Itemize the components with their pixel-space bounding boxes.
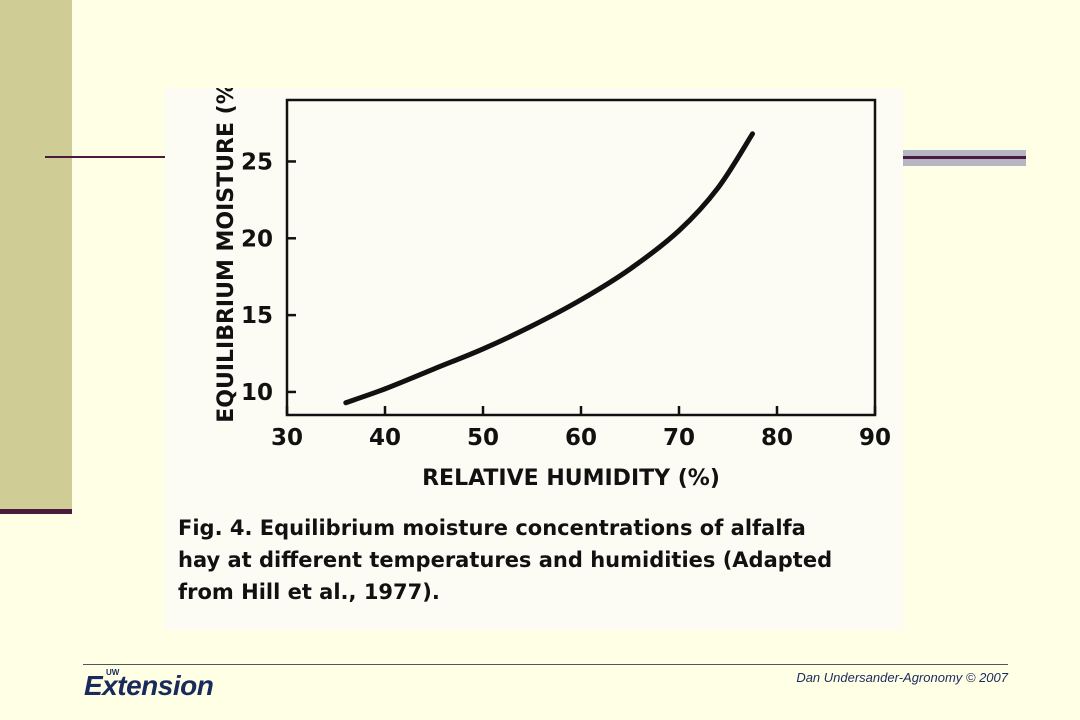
scanned-figure: 30 40 50 60 70 80 90 10 15 20 25 RELATIVE HUMIDIT… — [165, 88, 903, 630]
logo-uw-text: UW — [106, 668, 120, 677]
y-axis: 10 15 20 25 — [241, 149, 296, 406]
x-axis-label: RELATIVE HUMIDITY (%) — [422, 466, 720, 491]
left-band-rule — [0, 509, 72, 514]
plot-frame — [285, 98, 877, 417]
x-tick-label: 50 — [467, 425, 499, 451]
caption-line-3: from Hill et al., 1977). — [178, 580, 440, 604]
x-tick-label: 90 — [859, 425, 891, 451]
y-axis-label: EQUILIBRIUM MOISTURE (%) — [214, 88, 239, 423]
series-group — [343, 131, 755, 406]
y-tick-label: 10 — [241, 380, 273, 406]
x-tick-label: 60 — [565, 425, 597, 451]
title-rule-left — [45, 156, 167, 158]
x-tick-label: 30 — [271, 425, 303, 451]
y-tick-label: 25 — [241, 149, 273, 175]
x-tick-label: 70 — [663, 425, 695, 451]
figure-caption: Fig. 4. Equilibrium moisture concentrati… — [178, 512, 898, 608]
footer-credit: Dan Undersander-Agronomy © 2007 — [796, 670, 1008, 685]
footer-rule — [83, 664, 1008, 665]
y-tick-label: 15 — [241, 303, 273, 329]
left-decorative-band — [0, 0, 72, 510]
moisture-humidity-chart: 30 40 50 60 70 80 90 10 15 20 25 RELATIVE HUMIDIT… — [214, 88, 891, 491]
plot-border — [285, 98, 877, 417]
logo-wordmark: Extension — [84, 670, 214, 701]
x-tick-label: 40 — [369, 425, 401, 451]
uw-extension-logo: UW Extension — [84, 668, 224, 708]
caption-line-1: Fig. 4. Equilibrium moisture concentrati… — [178, 516, 806, 540]
caption-line-2: hay at different temperatures and humidi… — [178, 548, 833, 572]
series-line — [343, 131, 755, 406]
title-rule-right — [902, 156, 1026, 159]
x-tick-label: 80 — [761, 425, 793, 451]
x-axis: 30 40 50 60 70 80 90 — [271, 406, 891, 451]
y-tick-label: 20 — [241, 226, 273, 252]
